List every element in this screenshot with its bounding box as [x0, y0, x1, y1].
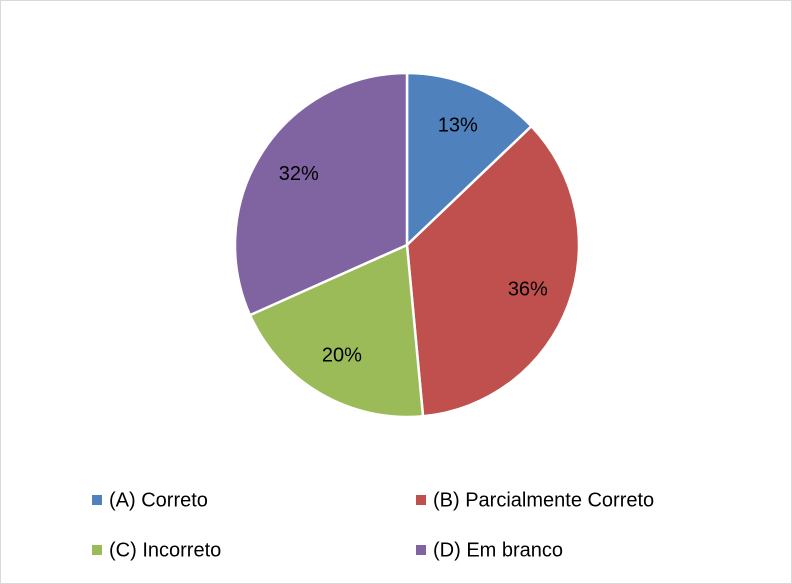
legend-label: (A) Correto [109, 489, 208, 511]
legend-label: (C) Incorreto [109, 539, 221, 561]
legend-swatch [416, 545, 426, 555]
pie-slice [233, 71, 409, 317]
legend-label: (B) Parcialmente Correto [433, 489, 654, 511]
legend-swatch [92, 495, 102, 505]
data-label: 20% [322, 345, 362, 367]
data-label: 32% [279, 163, 319, 185]
data-label: 36% [508, 278, 548, 300]
legend-swatch [92, 545, 102, 555]
pie-slice [248, 243, 425, 419]
legend-label: (D) Em branco [433, 539, 563, 561]
pie-slice [405, 71, 534, 248]
pie-slice [405, 124, 581, 418]
data-label: 13% [438, 115, 478, 137]
legend-swatch [416, 495, 426, 505]
